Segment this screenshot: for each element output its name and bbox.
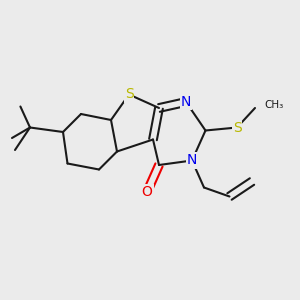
Text: N: N (181, 95, 191, 109)
Text: S: S (232, 121, 242, 134)
Text: O: O (142, 185, 152, 199)
Text: S: S (124, 88, 134, 101)
Text: CH₃: CH₃ (264, 100, 283, 110)
Text: N: N (187, 154, 197, 167)
